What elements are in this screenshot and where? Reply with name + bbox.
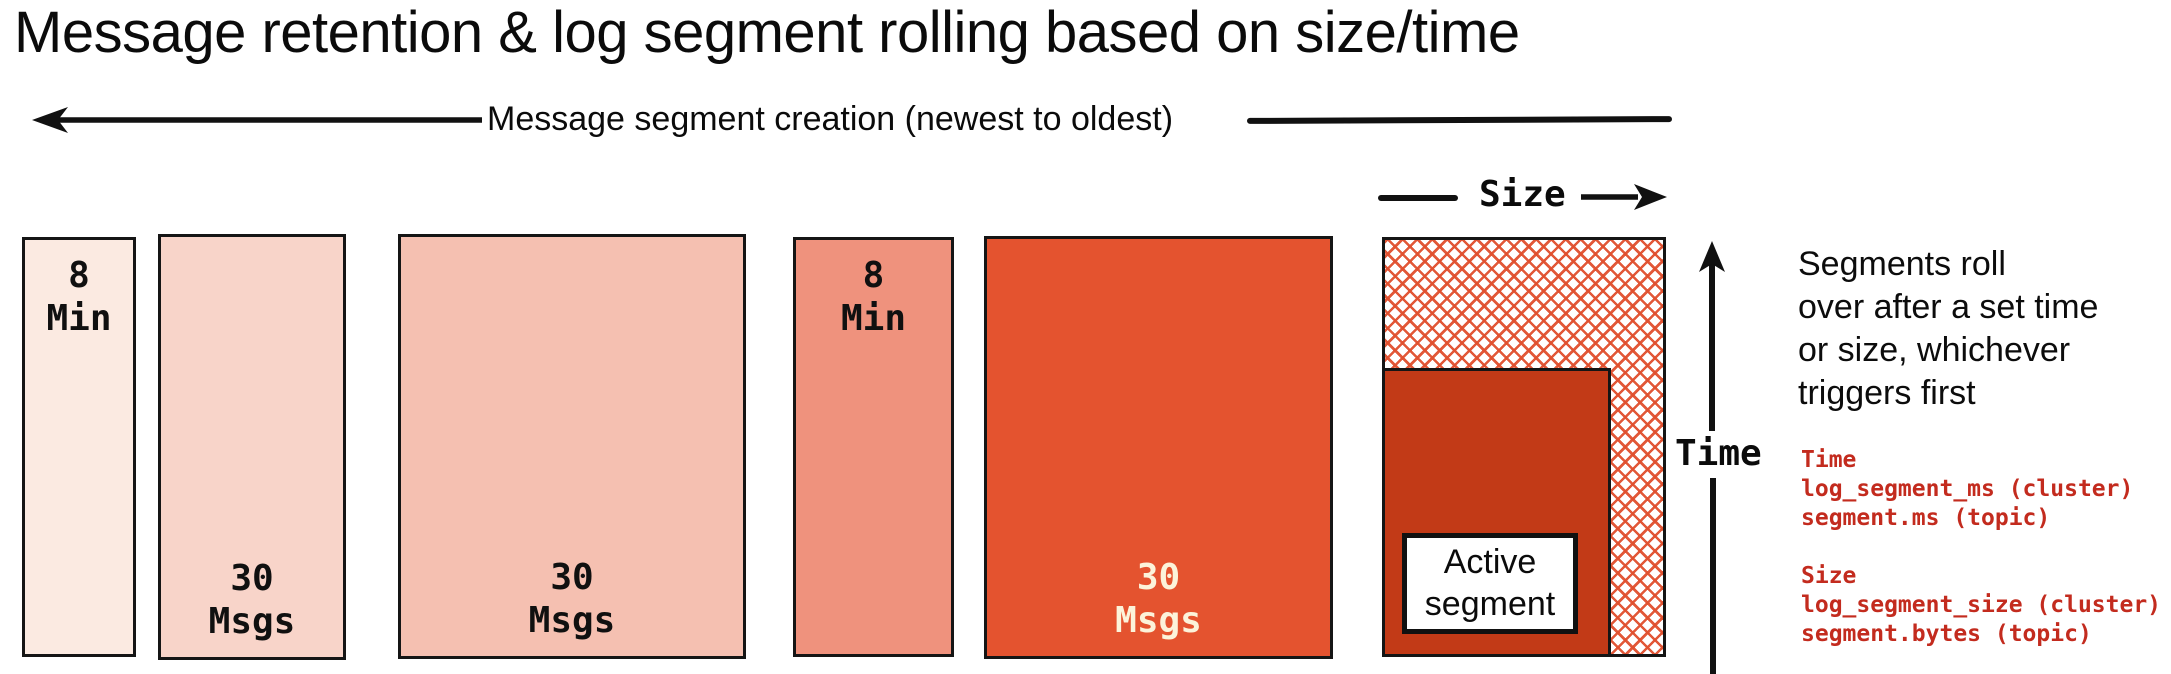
size-axis-label: Size — [1479, 174, 1566, 215]
left-arrow-icon — [32, 107, 482, 133]
size-axis-line — [1378, 195, 1458, 201]
up-arrow-icon — [1699, 241, 1725, 431]
segment-8min: 8 Min — [22, 237, 136, 657]
time-axis-line — [1710, 478, 1716, 674]
segment-30msgs-newest: 30 Msgs — [984, 236, 1333, 659]
segment-label: 30 Msgs — [208, 557, 296, 642]
segment-label: 30 Msgs — [528, 556, 616, 641]
summary-line: or size, whichever — [1798, 331, 2071, 369]
summary-note: Segments roll over after a set time or s… — [1798, 243, 2098, 415]
config-line: log_segment_size (cluster) — [1801, 592, 2162, 618]
time-config-note: Time log_segment_ms (cluster) segment.ms… — [1801, 446, 2133, 533]
segment-label: 30 Msgs — [1115, 556, 1202, 641]
summary-line: over after a set time — [1798, 288, 2099, 326]
right-arrow-icon — [1581, 184, 1667, 210]
config-line: log_segment_ms (cluster) — [1801, 476, 2134, 502]
segment-label: 8 Min — [840, 255, 907, 340]
segment-8min: 8 Min — [793, 237, 954, 657]
time-axis-label: Time — [1675, 433, 1762, 474]
config-line: segment.ms (topic) — [1801, 505, 2051, 531]
segment-30msgs: 30 Msgs — [398, 234, 746, 659]
page-title: Message retention & log segment rolling … — [14, 0, 1520, 65]
config-line: segment.bytes (topic) — [1801, 621, 2092, 647]
segment-label: 8 Min — [46, 255, 112, 340]
creation-axis-line — [1246, 116, 1673, 124]
segment-30msgs: 30 Msgs — [158, 234, 346, 660]
size-config-note: Size log_segment_size (cluster) segment.… — [1801, 562, 2161, 649]
config-heading: Size — [1801, 563, 1857, 589]
active-segment-label-box: Active segment — [1402, 533, 1578, 634]
summary-line: Segments roll — [1798, 245, 2006, 283]
creation-axis-label: Message segment creation (newest to olde… — [487, 100, 1174, 138]
config-heading: Time — [1801, 447, 1857, 473]
summary-line: triggers first — [1798, 374, 1976, 412]
